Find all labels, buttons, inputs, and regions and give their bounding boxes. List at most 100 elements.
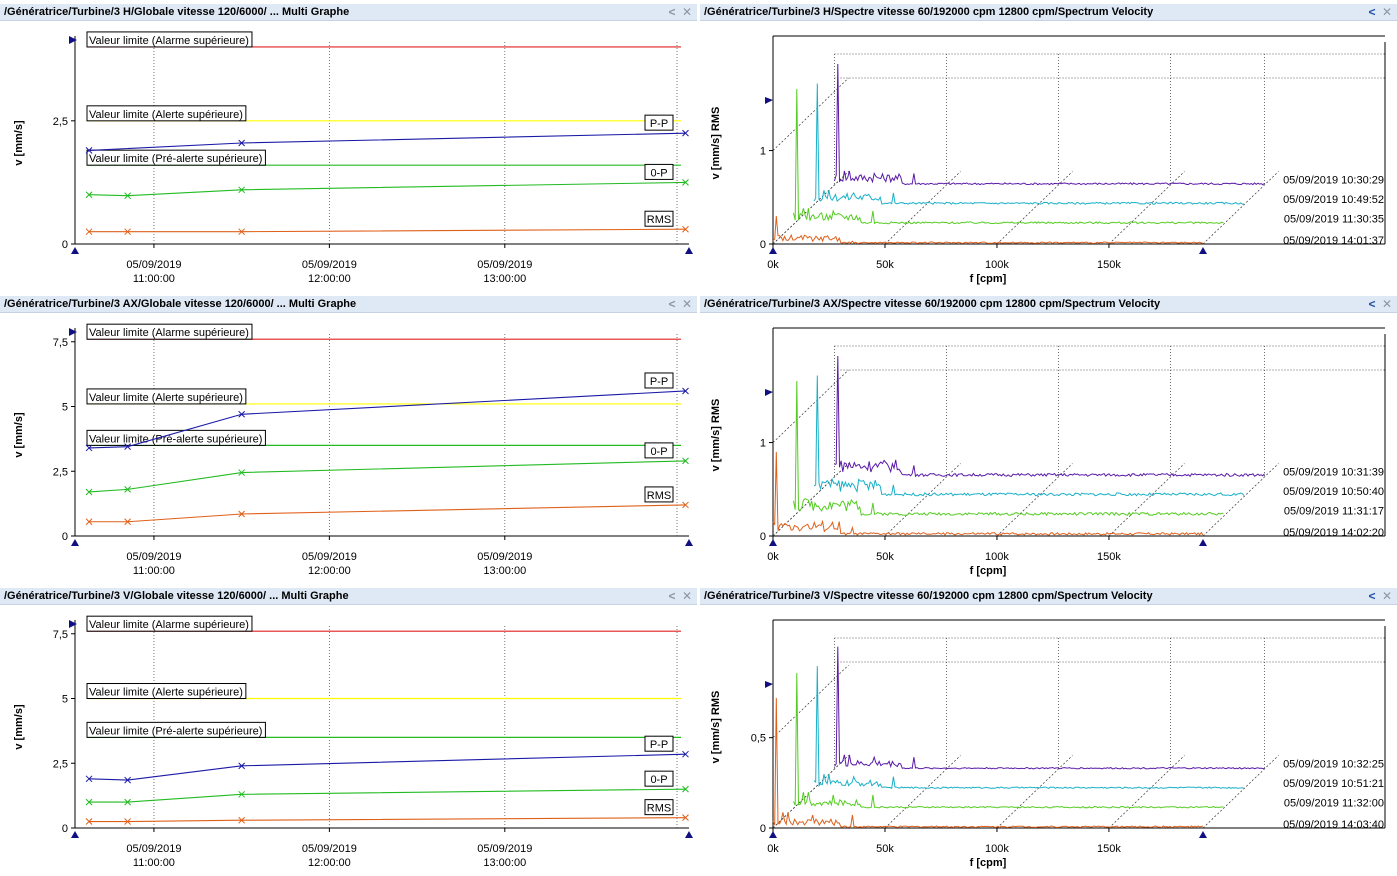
data-point <box>124 443 131 451</box>
y-tick-label: 1 <box>760 146 766 158</box>
axis-arrow-marker <box>71 247 79 254</box>
series-line <box>89 504 686 523</box>
x-tick-label-time: 12:00:00 <box>308 565 351 577</box>
spectrum-chart[interactable]: 0k 50k 100k 150k f [cpm] 0 1 v [mm/s] RMS 05/09/… <box>700 22 1397 292</box>
x-tick-label-time: 13:00:00 <box>483 273 526 285</box>
axis-arrow-marker <box>685 539 693 546</box>
y-tick-label: 2,5 <box>53 116 68 128</box>
panel-title: /Génératrice/Turbine/3 AX/Spectre vitess… <box>704 298 1161 310</box>
collapse-button[interactable]: < <box>668 5 676 19</box>
y-tick-label: 7,5 <box>53 337 68 349</box>
spectrum-chart[interactable]: 0k 50k 100k 150k f [cpm] 0 1 v [mm/s] RMS 05/09/… <box>700 314 1397 584</box>
x-tick-label-date: 05/09/2019 <box>302 843 357 855</box>
data-point <box>238 139 246 147</box>
y-tick-label: 7,5 <box>53 629 68 641</box>
spectrum-trace <box>793 88 1224 225</box>
collapse-button[interactable]: < <box>1368 589 1376 603</box>
trace-timestamp-label: 05/09/2019 10:30:29 <box>1283 175 1384 187</box>
series-line <box>89 181 686 197</box>
trace-timestamp-label: 05/09/2019 10:32:25 <box>1283 759 1384 771</box>
axis-arrow-marker <box>71 539 79 546</box>
spectrum-trace <box>834 63 1265 186</box>
x-tick-label: 50k <box>876 551 894 563</box>
data-point <box>238 816 246 824</box>
close-button[interactable]: ✕ <box>681 297 693 311</box>
axis-arrow-marker <box>71 831 79 838</box>
spectrum-trace <box>772 451 1204 536</box>
depth-gridline <box>1108 463 1185 537</box>
spectrum-chart[interactable]: 0k 50k 100k 150k f [cpm] 0 0,5 v [mm/s] RMS 05/0… <box>700 606 1397 876</box>
series-label: RMS <box>647 214 671 226</box>
y-tick-label: 1 <box>760 438 766 450</box>
depth-gridline <box>884 171 961 245</box>
limit-label: Valeur limite (Alarme supérieure) <box>89 619 249 631</box>
panel-header: /Génératrice/Turbine/3 V/Spectre vitesse… <box>700 588 1397 605</box>
trend-chart[interactable]: 05/09/2019 11:00:00 05/09/2019 12:00:00 05/0… <box>0 22 697 292</box>
data-point <box>238 186 246 194</box>
panel-header: /Génératrice/Turbine/3 AX/Spectre vitess… <box>700 296 1397 313</box>
data-point <box>124 798 131 806</box>
depth-gridline <box>1202 463 1279 537</box>
spectrum-trace <box>813 666 1245 790</box>
data-point <box>682 785 689 793</box>
depth-gridline <box>772 77 849 151</box>
y-axis-label: v [mm/s] RMS <box>710 691 722 764</box>
x-tick-label: 0k <box>767 551 779 563</box>
data-point <box>682 129 689 137</box>
trace-timestamp-label: 05/09/2019 14:02:20 <box>1283 527 1384 539</box>
axis-arrow-marker <box>69 328 77 336</box>
spectrum-trace <box>772 215 1204 244</box>
trace-timestamp-label: 05/09/2019 10:49:52 <box>1283 194 1384 206</box>
close-button[interactable]: ✕ <box>1381 5 1393 19</box>
collapse-button[interactable]: < <box>668 297 676 311</box>
limit-label: Valeur limite (Pré-alerte supérieure) <box>89 433 262 445</box>
series-label-box <box>644 770 674 787</box>
panel-header: /Génératrice/Turbine/3 AX/Globale vitess… <box>0 296 697 313</box>
depth-gridline <box>996 171 1073 245</box>
data-point <box>124 518 131 526</box>
series-line <box>89 132 686 151</box>
x-axis-label: f [cpm] <box>970 273 1007 285</box>
series-line <box>89 228 686 233</box>
close-button[interactable]: ✕ <box>1381 589 1393 603</box>
y-tick-label: 0 <box>62 531 68 543</box>
panel-title: /Génératrice/Turbine/3 AX/Globale vitess… <box>4 298 357 310</box>
series-label: RMS <box>647 803 671 815</box>
panel-spectrum-ax: /Génératrice/Turbine/3 AX/Spectre vitess… <box>700 296 1397 584</box>
data-point <box>85 818 93 825</box>
close-button[interactable]: ✕ <box>681 5 693 19</box>
series-line <box>88 460 686 493</box>
series-label-box <box>644 163 674 180</box>
close-button[interactable]: ✕ <box>1381 297 1393 311</box>
collapse-button[interactable]: < <box>1368 297 1376 311</box>
axis-arrow-marker <box>765 389 773 396</box>
data-point <box>124 228 131 236</box>
x-tick-label: 100k <box>985 259 1009 271</box>
data-point <box>85 191 93 199</box>
axis-arrow-marker <box>685 831 693 838</box>
collapse-button[interactable]: < <box>668 589 676 603</box>
spectrum-trace <box>813 83 1245 205</box>
close-button[interactable]: ✕ <box>681 589 693 603</box>
panel-spectrum-v: /Génératrice/Turbine/3 V/Spectre vitesse… <box>700 588 1397 876</box>
limit-label-box <box>86 615 253 632</box>
collapse-button[interactable]: < <box>1368 5 1376 19</box>
data-point <box>682 387 689 395</box>
spectrum-trace <box>772 697 1204 829</box>
series-line <box>89 753 686 781</box>
y-tick-label: 0 <box>760 239 766 251</box>
limit-label: Valeur limite (Alarme supérieure) <box>89 35 249 47</box>
x-tick-label: 100k <box>985 551 1009 563</box>
data-point <box>682 501 689 509</box>
trend-chart[interactable]: 05/09/2019 11:00:00 05/09/2019 12:00:00 05/0… <box>0 606 697 876</box>
data-point <box>238 790 246 798</box>
limit-label-box <box>86 105 247 122</box>
x-tick-label-time: 13:00:00 <box>483 857 526 869</box>
y-axis-label: v [mm/s] <box>13 120 25 166</box>
limit-label: Valeur limite (Pré-alerte supérieure) <box>89 153 262 165</box>
trend-chart[interactable]: 05/09/2019 11:00:00 05/09/2019 12:00:00 05/0… <box>0 314 697 584</box>
y-tick-label: 0,5 <box>751 733 766 745</box>
axis-arrow-marker <box>1199 247 1207 254</box>
axis-arrow-marker <box>1199 831 1207 838</box>
spectrum-trace <box>834 355 1265 478</box>
